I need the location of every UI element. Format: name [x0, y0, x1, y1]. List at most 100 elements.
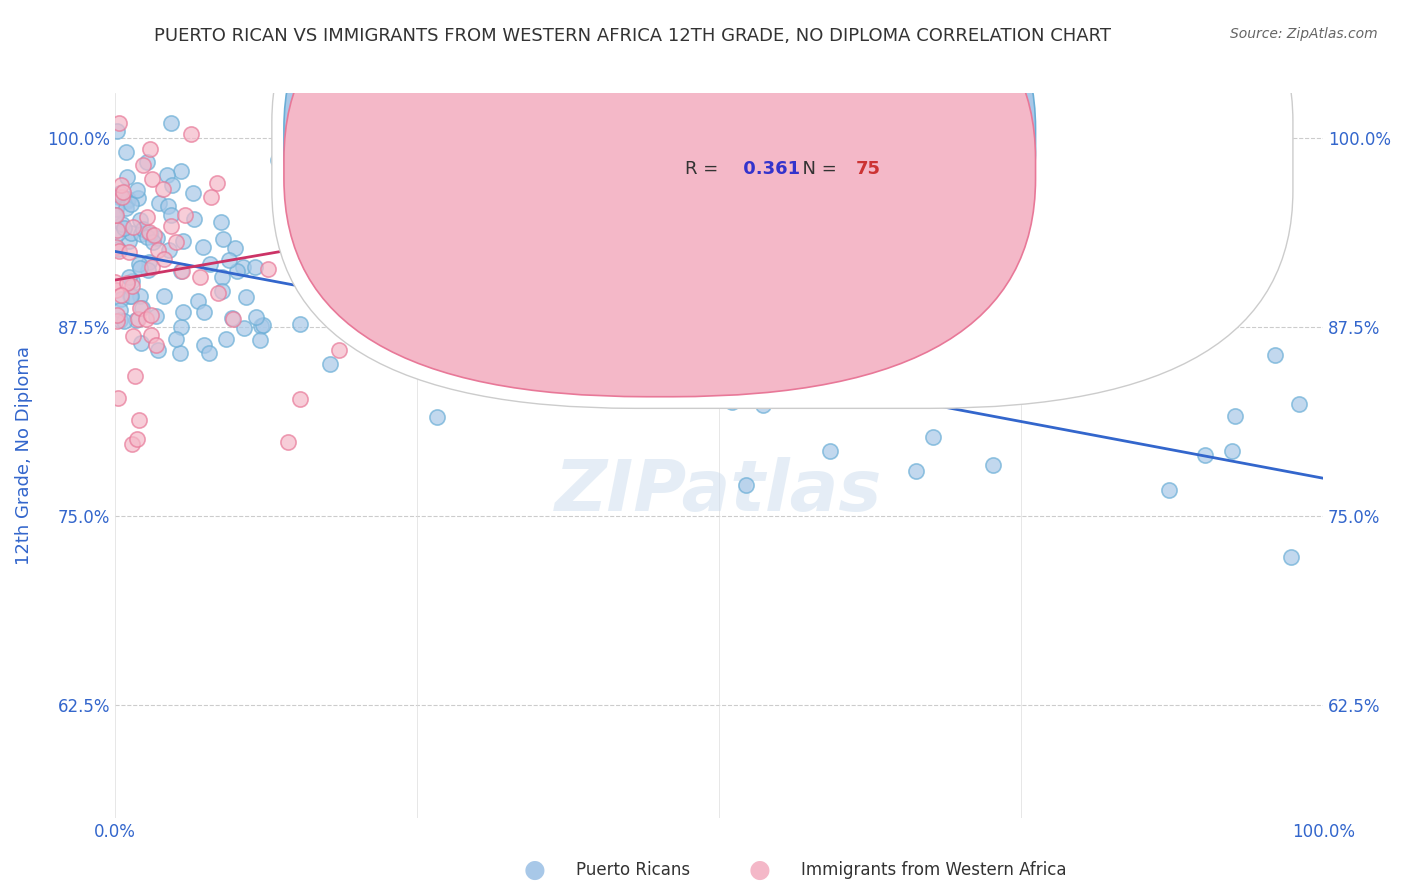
Point	[277, 227, 299, 242]
Text: ZIPatlas: ZIPatlas	[555, 458, 883, 526]
Point	[820, 443, 842, 458]
Point	[1225, 409, 1247, 423]
Point	[891, 388, 914, 402]
Point	[1149, 303, 1171, 318]
Point	[152, 182, 174, 196]
Point	[277, 241, 299, 255]
Point	[125, 313, 148, 327]
Point	[105, 202, 128, 216]
Point	[193, 240, 215, 254]
Point	[156, 168, 179, 182]
Point	[170, 164, 193, 178]
Point	[115, 194, 138, 208]
Point	[827, 321, 849, 335]
Point	[110, 302, 132, 317]
Point	[447, 198, 470, 212]
Point	[104, 240, 127, 254]
Text: Puerto Ricans: Puerto Ricans	[576, 861, 690, 879]
Point	[512, 149, 534, 163]
Point	[211, 270, 233, 285]
Point	[1288, 397, 1310, 411]
Point	[180, 128, 202, 142]
Point	[118, 234, 141, 248]
Point	[1264, 348, 1286, 362]
Point	[188, 269, 211, 284]
Point	[200, 190, 222, 204]
Point	[378, 254, 401, 268]
Point	[1159, 483, 1181, 497]
Point	[205, 176, 228, 190]
Point	[620, 253, 643, 268]
Point	[752, 398, 775, 412]
Point	[122, 220, 145, 235]
Point	[129, 227, 152, 241]
Point	[291, 203, 314, 218]
Point	[172, 264, 194, 278]
Point	[117, 192, 139, 206]
Point	[118, 270, 141, 285]
Point	[720, 395, 742, 409]
Point	[112, 314, 135, 328]
Point	[610, 160, 633, 174]
Point	[472, 276, 495, 290]
Point	[447, 367, 470, 381]
Point	[160, 178, 183, 192]
Point	[121, 329, 143, 343]
Point	[226, 264, 249, 278]
Point	[165, 235, 187, 249]
Point	[498, 307, 520, 321]
Point	[1220, 443, 1243, 458]
Point	[218, 253, 240, 268]
Point	[371, 264, 394, 278]
Point	[922, 430, 945, 444]
Point	[245, 310, 267, 324]
Point	[105, 124, 128, 138]
Point	[267, 153, 290, 167]
Text: ●: ●	[523, 858, 546, 881]
Point	[305, 166, 328, 180]
Point	[142, 228, 165, 243]
Point	[257, 261, 280, 276]
Point	[131, 301, 153, 315]
Point	[107, 308, 129, 322]
Point	[198, 346, 221, 360]
Point	[409, 351, 432, 365]
Point	[325, 293, 347, 307]
Point	[121, 274, 143, 288]
Point	[277, 435, 299, 450]
Point	[111, 217, 134, 231]
Point	[357, 226, 380, 240]
Point	[145, 338, 167, 352]
Point	[470, 295, 492, 310]
Point	[127, 191, 149, 205]
FancyBboxPatch shape	[284, 0, 1036, 397]
Point	[110, 178, 132, 193]
Point	[170, 264, 193, 278]
Point	[347, 251, 370, 265]
Point	[187, 293, 209, 308]
Point	[139, 227, 162, 241]
Point	[121, 279, 143, 293]
Point	[309, 211, 332, 226]
Text: N =: N =	[792, 160, 844, 178]
Point	[115, 276, 138, 290]
Point	[142, 235, 165, 249]
Point	[129, 335, 152, 350]
Text: N =: N =	[792, 129, 844, 147]
Point	[128, 260, 150, 275]
Point	[375, 331, 398, 345]
Point	[654, 360, 676, 375]
Point	[740, 332, 762, 346]
Point	[104, 208, 127, 222]
Point	[128, 289, 150, 303]
Point	[571, 152, 593, 166]
Point	[479, 242, 502, 256]
Point	[148, 195, 170, 210]
Point	[357, 152, 380, 166]
Point	[120, 289, 142, 303]
Point	[156, 199, 179, 213]
Text: ●: ●	[748, 858, 770, 881]
Point	[110, 292, 132, 306]
Point	[249, 319, 271, 334]
Point	[735, 478, 758, 492]
